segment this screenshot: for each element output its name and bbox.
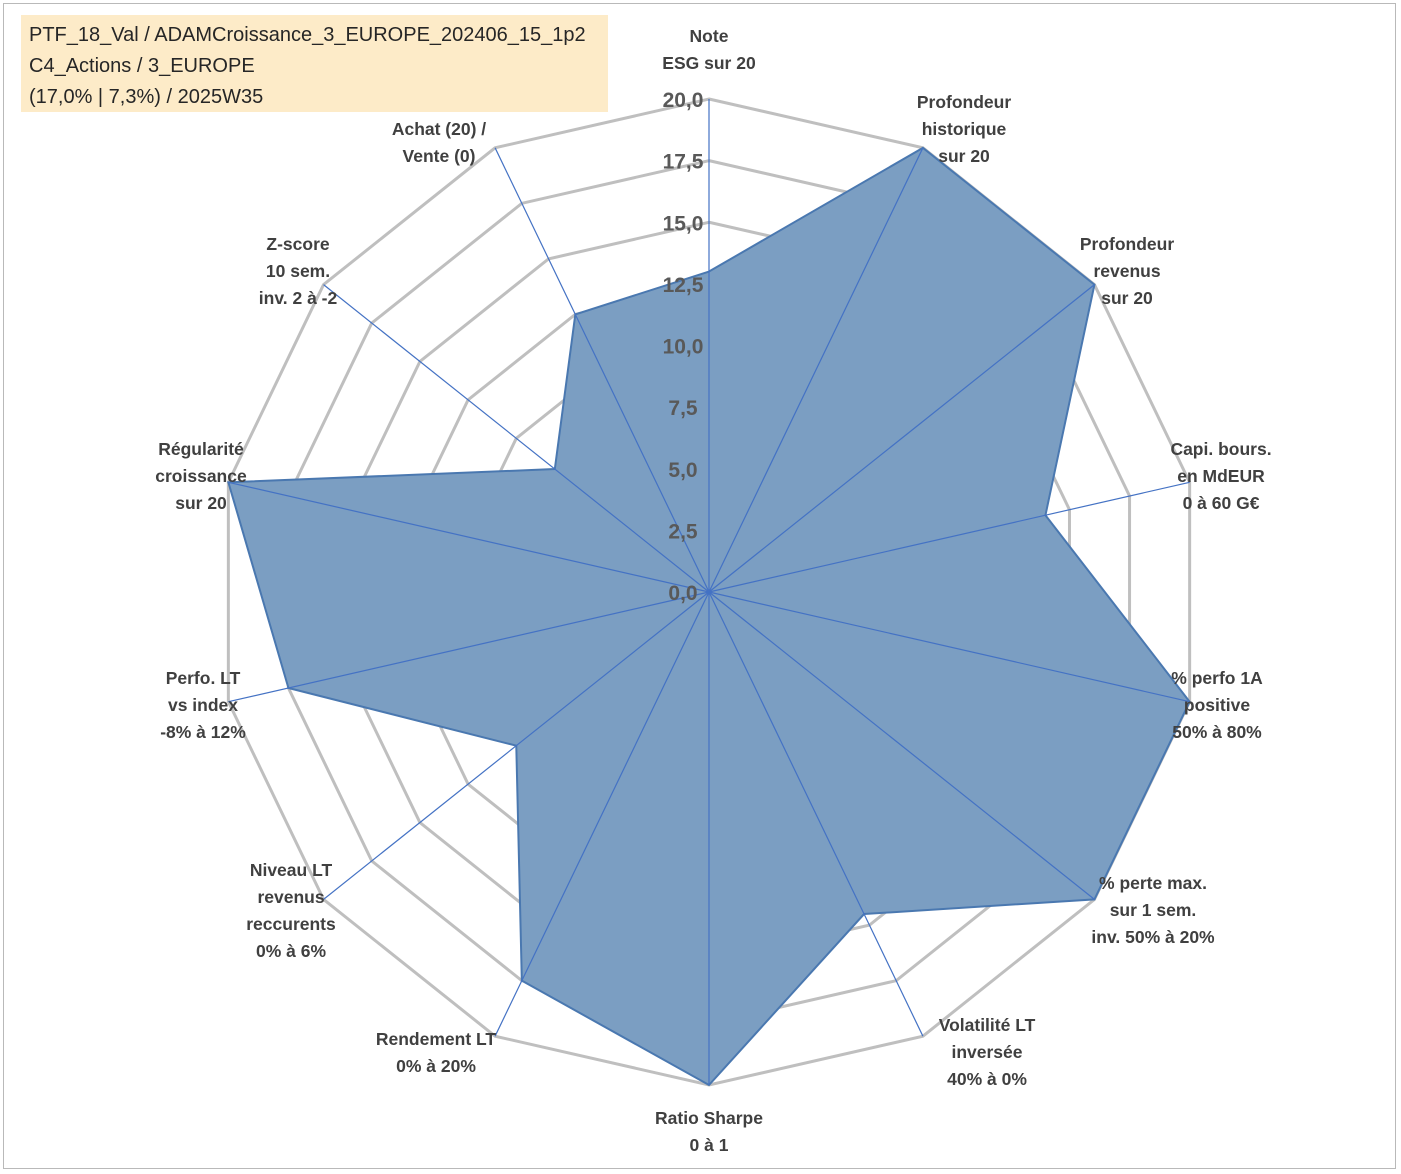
- axis-label-4-line-1: positive: [1184, 695, 1250, 715]
- tick-label-5: 12,5: [663, 274, 704, 297]
- axis-label-1-line-1: historique: [922, 119, 1007, 139]
- tick-label-6: 15,0: [663, 212, 704, 235]
- info-line-3: (17,0% | 7,3%) / 2025W35: [29, 86, 264, 108]
- info-line-2: C4_Actions / 3_EUROPE: [29, 55, 255, 77]
- axis-label-9-line-3: 0% à 6%: [256, 941, 326, 961]
- tick-label-3: 7,5: [668, 397, 698, 420]
- spoke-5: [708, 591, 1095, 900]
- spoke-2: [708, 284, 1095, 593]
- axis-label-6-line-2: 40% à 0%: [947, 1069, 1027, 1089]
- spoke-13: [494, 147, 710, 593]
- axis-label-0-line-0: Note: [690, 26, 729, 46]
- info-line-1: PTF_18_Val / ADAMCroissance_3_EUROPE_202…: [29, 24, 586, 46]
- spoke-11: [228, 481, 710, 593]
- axis-label-5-line-0: % perte max.: [1099, 873, 1207, 893]
- axis-label-12-line-1: 10 sem.: [266, 261, 330, 281]
- axis-label-5-line-2: inv. 50% à 20%: [1091, 927, 1215, 947]
- axis-label-13-line-2: Vente (0): [403, 146, 476, 166]
- axis-label-9-line-2: reccurents: [246, 914, 336, 934]
- spoke-12: [323, 284, 710, 593]
- axis-label-10-line-0: Perfo. LT: [166, 668, 241, 688]
- spoke-6: [708, 591, 924, 1037]
- axis-label-10-line-1: vs index: [168, 695, 238, 715]
- axis-label-1-line-2: sur 20: [938, 146, 990, 166]
- axis-label-5-line-1: sur 1 sem.: [1110, 900, 1197, 920]
- spoke-9: [323, 591, 710, 900]
- axis-label-11-line-1: croissance: [155, 466, 247, 486]
- axis-label-4-line-2: 50% à 80%: [1172, 722, 1262, 742]
- axis-label-8-line-0: Rendement LT: [376, 1029, 497, 1049]
- axis-label-10-line-2: -8% à 12%: [160, 722, 246, 742]
- axis-label-3-line-0: Capi. bours.: [1170, 439, 1271, 459]
- spoke-layer: [228, 99, 1190, 1085]
- axis-label-9-line-1: revenus: [257, 887, 324, 907]
- axis-label-3-line-1: en MdEUR: [1177, 466, 1265, 486]
- axis-label-4-line-0: % perfo 1A: [1171, 668, 1263, 688]
- tick-label-7: 17,5: [663, 151, 704, 174]
- spoke-3: [708, 481, 1190, 593]
- axis-label-11-line-2: sur 20: [175, 493, 227, 513]
- axis-label-12-line-2: inv. 2 à -2: [259, 288, 338, 308]
- axis-label-9-line-0: Niveau LT: [250, 860, 333, 880]
- chart-info-box: PTF_18_Val / ADAMCroissance_3_EUROPE_202…: [21, 15, 608, 112]
- axis-label-7-line-1: 0 à 1: [690, 1135, 729, 1155]
- tick-label-1: 2,5: [668, 520, 698, 543]
- axis-label-13-line-1: Achat (20) /: [392, 119, 486, 139]
- tick-label-8: 20,0: [663, 89, 704, 112]
- axis-label-6-line-1: inversée: [951, 1042, 1022, 1062]
- axis-label-layer: Note ESG sur 20 Profondeur historique sur 20…: [155, 26, 1271, 1155]
- axis-label-1-line-0: Profondeur: [917, 92, 1011, 112]
- axis-label-3-line-2: 0 à 60 G€: [1183, 493, 1260, 513]
- spoke-8: [494, 591, 710, 1037]
- axis-label-2-line-1: revenus: [1093, 261, 1160, 281]
- axis-label-6-line-0: Volatilité LT: [939, 1015, 1036, 1035]
- axis-label-8-line-1: 0% à 20%: [396, 1056, 476, 1076]
- axis-label-7-line-0: Ratio Sharpe: [655, 1108, 763, 1128]
- spoke-10: [228, 591, 710, 703]
- tick-label-layer: 0,0 2,5 5,0 7,5 10,0 12,5 15,0 17,5 20,0: [663, 89, 704, 605]
- spoke-1: [708, 147, 924, 593]
- tick-label-2: 5,0: [668, 459, 697, 482]
- axis-label-11-line-0: Régularité: [158, 439, 244, 459]
- spoke-4: [708, 591, 1190, 703]
- axis-label-12-line-0: Z-score: [266, 234, 329, 254]
- axis-label-2-line-2: sur 20: [1101, 288, 1153, 308]
- axis-label-2-line-0: Profondeur: [1080, 234, 1174, 254]
- axis-label-0-line-1: ESG sur 20: [662, 53, 756, 73]
- tick-label-0: 0,0: [668, 582, 697, 605]
- tick-label-4: 10,0: [663, 336, 704, 359]
